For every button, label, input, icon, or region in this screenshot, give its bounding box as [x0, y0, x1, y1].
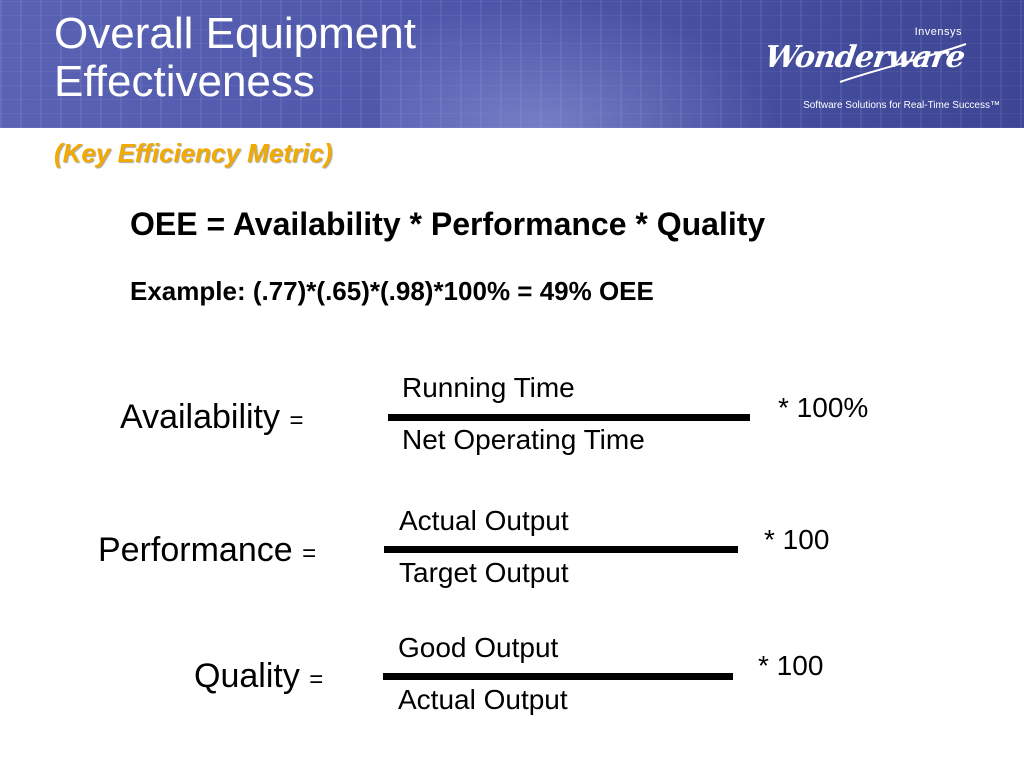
equals-sign: =: [309, 666, 324, 693]
fraction-numerator: Good Output: [398, 632, 559, 663]
metric-name: Availability: [120, 398, 281, 436]
slide-title: Overall Equipment Effectiveness: [54, 9, 416, 106]
equals-sign: =: [289, 407, 304, 434]
fraction-denominator: Net Operating Time: [402, 424, 645, 455]
header-banner: Overall Equipment Effectiveness Invensys…: [0, 0, 1024, 128]
metric-label: Availability =: [120, 398, 303, 437]
metric-label: Performance =: [98, 531, 316, 570]
logo-company: Invensys: [914, 26, 962, 38]
fraction-numerator: Running Time: [402, 372, 575, 403]
wonderware-logo: Invensys Wonderware Software Solutions f…: [762, 26, 1012, 116]
metric-name: Performance: [98, 531, 293, 569]
multiplier: * 100%: [778, 392, 869, 423]
fraction-denominator: Actual Output: [398, 684, 568, 715]
banner-highlight: [380, 0, 780, 128]
logo-brand: Wonderware: [762, 40, 967, 75]
banner-background-pattern: [0, 0, 1024, 128]
fraction-bar: [388, 414, 750, 421]
fraction-bar: [384, 546, 738, 553]
metric-name: Quality: [194, 657, 300, 695]
oee-example: Example: (.77)*(.65)*(.98)*100% = 49% OE…: [130, 276, 654, 306]
equals-sign: =: [302, 540, 317, 567]
logo-swoosh-icon: [839, 43, 967, 83]
fraction-denominator: Target Output: [399, 557, 569, 588]
multiplier: * 100: [764, 524, 830, 555]
oee-formula: OEE = Availability * Performance * Quali…: [130, 206, 766, 242]
multiplier: * 100: [758, 650, 824, 681]
fraction-bar: [383, 673, 733, 680]
logo-tagline: Software Solutions for Real-Time Success…: [803, 100, 1000, 111]
metric-label: Quality =: [194, 657, 323, 696]
slide-subtitle: (Key Efficiency Metric): [54, 138, 333, 168]
fraction-numerator: Actual Output: [399, 505, 569, 536]
